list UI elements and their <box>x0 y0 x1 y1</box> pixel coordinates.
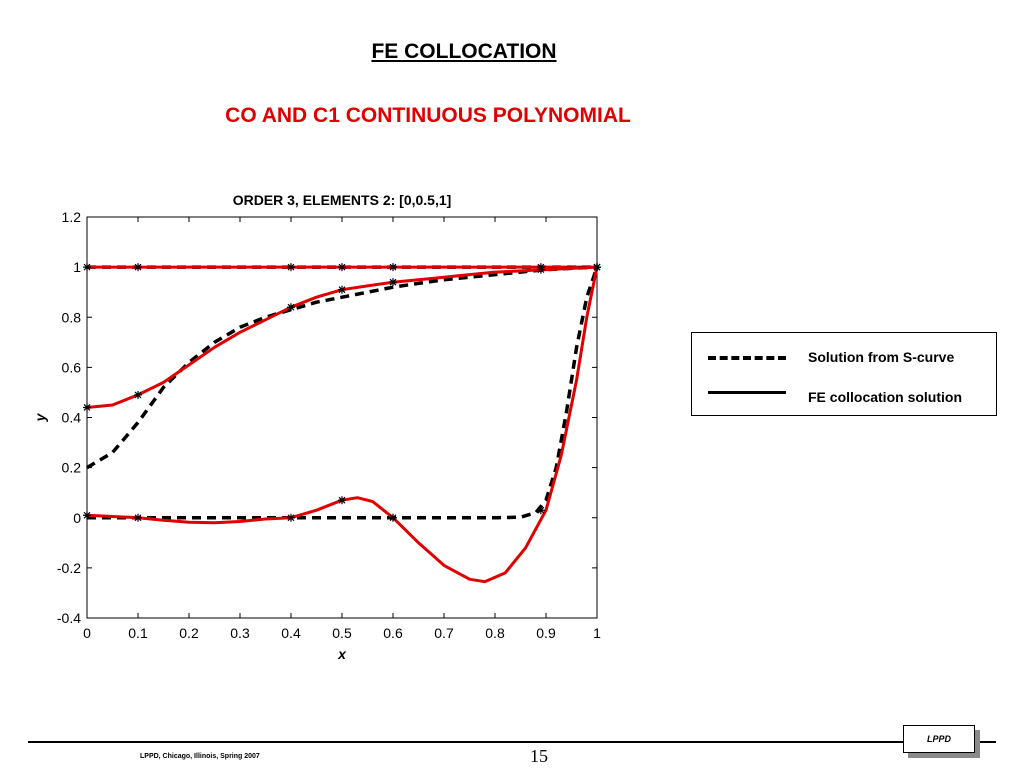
x-tick-label: 0.1 <box>128 625 148 641</box>
footer-divider <box>28 741 996 743</box>
collocation-marker <box>83 403 91 412</box>
collocation-marker <box>83 263 91 272</box>
slide-subtitle: CO AND C1 CONTINUOUS POLYNOMIAL <box>225 104 631 127</box>
x-axis-label: x <box>337 646 347 662</box>
collocation-marker <box>338 496 346 505</box>
x-tick-label: 0 <box>83 625 91 641</box>
legend-solid-swatch <box>708 391 786 394</box>
page-number: 15 <box>530 746 548 766</box>
series-line-2 <box>86 265 598 470</box>
y-axis-label: y <box>32 412 48 422</box>
plot-area <box>86 216 598 619</box>
collocation-marker <box>389 263 397 272</box>
x-tick-label: 0.6 <box>383 625 403 641</box>
y-tick-label: -0.2 <box>57 560 81 576</box>
x-tick-label: 0.5 <box>332 625 352 641</box>
x-tick-label: 0.9 <box>536 625 556 641</box>
collocation-marker <box>389 278 397 287</box>
lppd-badge: LPPD <box>903 725 975 753</box>
collocation-marker <box>536 265 545 274</box>
x-tick-label: 0.7 <box>434 625 454 641</box>
y-tick-label: 0.8 <box>62 309 82 325</box>
collocation-marker <box>134 513 142 522</box>
collocation-marker <box>83 511 91 520</box>
x-tick-label: 1 <box>593 625 601 641</box>
x-tick-label: 0.8 <box>485 625 505 641</box>
chart: ORDER 3, ELEMENTS 2: [0,0.5,1] 0 0.1 0.2 0.3… <box>32 192 601 662</box>
chart-title: ORDER 3, ELEMENTS 2: [0,0.5,1] <box>233 192 452 208</box>
series-line-5 <box>86 266 599 584</box>
x-tick-label: 0.2 <box>179 625 199 641</box>
y-tick-label: 0 <box>73 510 81 526</box>
x-tick-label: 0.4 <box>281 625 301 641</box>
y-tick-label: 0.4 <box>62 410 82 426</box>
collocation-marker <box>134 263 142 272</box>
x-tick-label: 0.3 <box>230 625 250 641</box>
slide-title: FE COLLOCATION <box>371 40 557 63</box>
legend-label: Solution from S-curve <box>808 349 955 365</box>
collocation-marker <box>287 513 295 522</box>
legend-item-solid: FE collocation solution <box>692 387 996 407</box>
collocation-marker <box>287 263 295 272</box>
y-tick-label: 0.2 <box>62 460 82 476</box>
footer-text: LPPD, Chicago, Illinois, Spring 2007 <box>140 753 260 760</box>
collocation-marker <box>134 390 142 399</box>
legend: Solution from S-curve FE collocation sol… <box>691 332 997 416</box>
legend-item-dashed: Solution from S-curve <box>692 347 996 367</box>
y-tick-label: 0.6 <box>62 359 82 375</box>
collocation-marker <box>338 285 346 294</box>
y-tick-label: 1 <box>73 259 81 275</box>
collocation-marker <box>287 303 295 312</box>
legend-dashed-swatch <box>708 356 786 360</box>
collocation-marker <box>338 263 346 272</box>
y-tick-label: -0.4 <box>57 610 81 626</box>
y-tick-label: 1.2 <box>62 209 82 225</box>
collocation-marker <box>593 263 601 272</box>
collocation-marker <box>536 506 545 515</box>
collocation-marker <box>389 513 397 522</box>
legend-label: FE collocation solution <box>808 389 962 405</box>
series-line-4 <box>87 266 599 520</box>
